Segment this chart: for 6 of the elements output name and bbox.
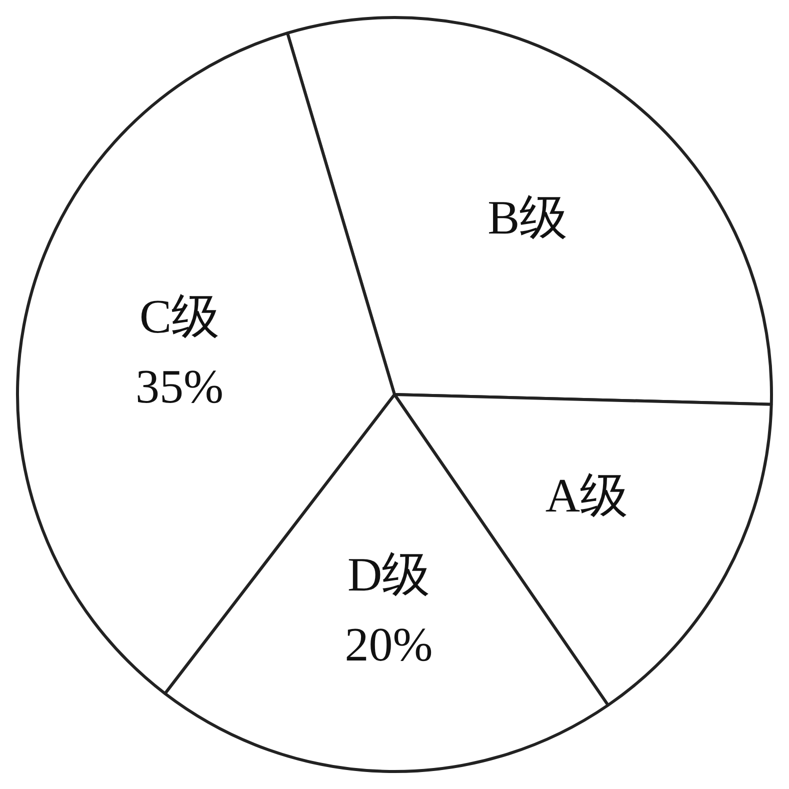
- slice-label: B级: [488, 192, 568, 245]
- data-label: 20%: [344, 618, 433, 672]
- slice-label: A级: [545, 469, 628, 522]
- data-label: 35%: [136, 360, 224, 414]
- slice-label: C级: [139, 290, 220, 344]
- slice-label: D级: [347, 548, 430, 602]
